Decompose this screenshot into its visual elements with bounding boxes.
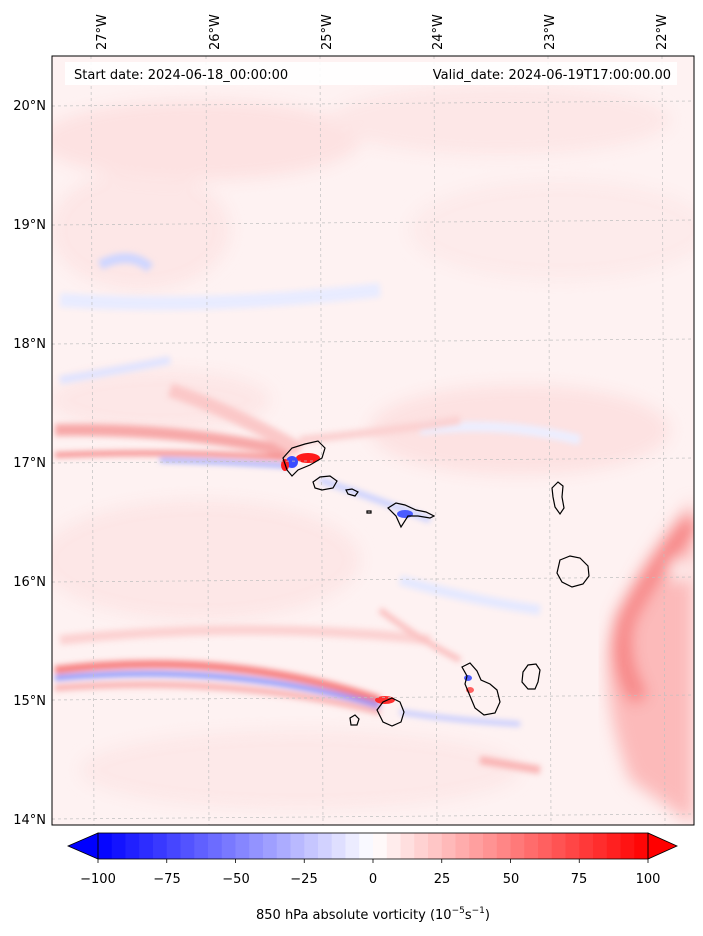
colorbar-cell <box>153 833 168 859</box>
colorbar-cell <box>634 833 649 859</box>
colorbar-label-end: ) <box>485 908 490 923</box>
colorbar-cell <box>386 833 402 859</box>
lat-label-19n: 19°N <box>13 218 46 233</box>
colorbar-cell <box>414 833 429 859</box>
island-sao-vicente <box>312 475 338 491</box>
map-panel: Start date: 2024-06-18_00:00:00 Valid_da… <box>13 14 695 828</box>
lat-label-14n: 14°N <box>13 813 46 828</box>
colorbar-cell <box>98 833 113 859</box>
island-santiago <box>461 662 501 716</box>
coastlines <box>282 440 590 727</box>
vorticity-field <box>52 85 694 825</box>
island-fogo <box>376 697 405 727</box>
colorbar-tick-label: 100 <box>636 872 661 887</box>
colorbar-tick-label: 75 <box>571 872 588 887</box>
map-frame <box>51 55 695 826</box>
colorbar-cell <box>359 833 374 859</box>
colorbar-cell <box>180 833 195 859</box>
colorbar-cell <box>455 833 470 859</box>
lat-label-15n: 15°N <box>13 694 46 709</box>
colorbar-tick-marks <box>97 859 649 863</box>
header-box <box>65 62 677 85</box>
colorbar: −100 −75 −50 −25 0 25 50 75 100 850 hPa … <box>66 832 678 923</box>
colorbar-cell <box>304 833 319 859</box>
colorbar-tick-label: 50 <box>503 872 520 887</box>
colorbar-cell <box>318 833 333 859</box>
colorbar-cell <box>221 833 237 859</box>
colorbar-tick-label: −75 <box>153 872 180 887</box>
colorbar-cell <box>524 833 539 859</box>
island-boa-vista <box>556 555 590 588</box>
colorbar-cell <box>276 833 292 859</box>
colorbar-ticks: −100 −75 −50 −25 0 25 50 75 100 <box>80 872 660 887</box>
colorbar-cell <box>593 833 608 859</box>
longitude-labels: 27°W 26°W 25°W 24°W 23°W 22°W <box>95 14 670 50</box>
lon-label-22w: 22°W <box>655 14 670 50</box>
colorbar-cell <box>345 833 360 859</box>
colorbar-cell <box>441 833 457 859</box>
colorbar-cell <box>166 833 182 859</box>
colorbar-tick-label: 0 <box>369 872 377 887</box>
island-brava <box>349 714 360 726</box>
lon-label-24w: 24°W <box>431 14 446 50</box>
lon-label-27w: 27°W <box>95 14 110 50</box>
colorbar-cell <box>235 833 250 859</box>
colorbar-cell <box>579 833 594 859</box>
colorbar-cell <box>111 833 127 859</box>
colorbar-label: 850 hPa absolute vorticity (10−5s−1) <box>256 906 490 923</box>
colorbar-cell <box>125 833 140 859</box>
valid-date-label: Valid_date: 2024-06-19T17:00:00.00 <box>433 68 671 83</box>
lon-label-25w: 25°W <box>320 14 335 50</box>
colorbar-cell <box>331 833 347 859</box>
colorbar-cell <box>606 833 622 859</box>
colorbar-cells <box>98 833 649 859</box>
lon-label-23w: 23°W <box>543 14 558 50</box>
colorbar-tick-label: −100 <box>80 872 116 887</box>
island-maio <box>521 663 541 690</box>
island-islet <box>366 510 372 514</box>
colorbar-cell <box>373 833 388 859</box>
lat-label-20n: 20°N <box>13 99 46 114</box>
colorbar-cell <box>428 833 443 859</box>
colorbar-cell <box>249 833 264 859</box>
island-sal <box>551 481 565 516</box>
colorbar-extend-left <box>66 832 99 860</box>
colorbar-cell <box>469 833 484 859</box>
lat-label-17n: 17°N <box>13 456 46 471</box>
colorbar-cell <box>510 833 525 859</box>
colorbar-cell <box>551 833 567 859</box>
latitude-labels: 14°N 15°N 16°N 17°N 18°N 19°N 20°N <box>13 99 46 828</box>
colorbar-tick-label: −25 <box>290 872 317 887</box>
island-santo-antao <box>282 440 326 477</box>
colorbar-tick-label: 25 <box>434 872 451 887</box>
colorbar-cell <box>496 833 512 859</box>
island-sao-nicolau <box>387 502 436 529</box>
colorbar-label-exp1: −5 <box>452 906 465 916</box>
lon-label-26w: 26°W <box>208 14 223 50</box>
colorbar-cell <box>565 833 580 859</box>
colorbar-label-mid: s <box>465 908 472 923</box>
colorbar-cell <box>208 833 223 859</box>
colorbar-cell <box>538 833 553 859</box>
colorbar-extend-right <box>647 832 678 860</box>
colorbar-tick-label: −50 <box>222 872 249 887</box>
colorbar-cell <box>620 833 635 859</box>
island-santa-luzia <box>345 488 359 497</box>
colorbar-cell <box>483 833 498 859</box>
colorbar-cell <box>194 833 209 859</box>
colorbar-cell <box>290 833 305 859</box>
colorbar-cell <box>400 833 415 859</box>
lat-label-16n: 16°N <box>13 575 46 590</box>
colorbar-label-exp2: −1 <box>472 906 485 916</box>
lat-label-18n: 18°N <box>13 337 46 352</box>
colorbar-cell <box>263 833 278 859</box>
colorbar-label-main: 850 hPa absolute vorticity (10 <box>256 908 452 923</box>
start-date-label: Start date: 2024-06-18_00:00:00 <box>74 68 288 83</box>
colorbar-cell <box>139 833 154 859</box>
